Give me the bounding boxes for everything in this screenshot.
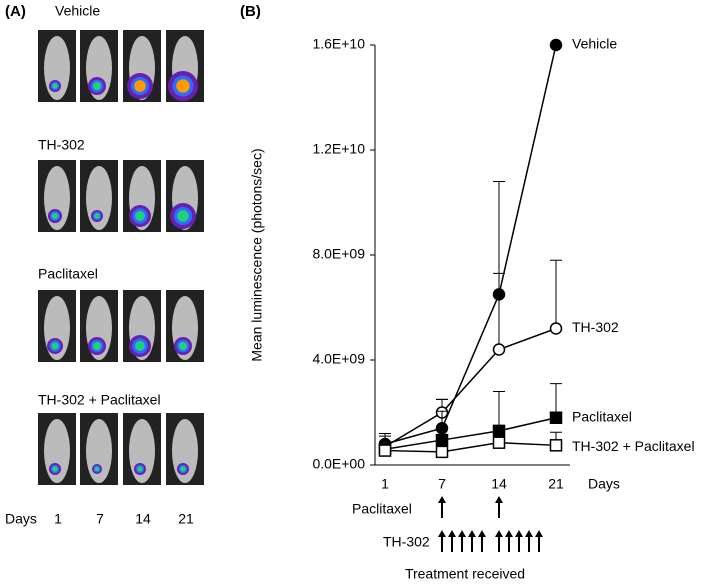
- day-label: 14: [135, 511, 151, 527]
- group-label: TH-302: [38, 137, 85, 153]
- error-bar: [493, 391, 505, 431]
- series-line: [384, 441, 557, 453]
- marker: [549, 411, 563, 424]
- x-tick-label: 1: [381, 476, 389, 492]
- signal: [92, 341, 102, 351]
- arrow-head: [458, 530, 466, 537]
- signal: [52, 83, 58, 89]
- series-label: TH-302: [572, 319, 619, 335]
- signal: [177, 210, 189, 222]
- x-tick-label: 21: [548, 476, 564, 492]
- series-label: TH-302 + Paclitaxel: [572, 438, 695, 454]
- signal: [176, 79, 190, 93]
- signal: [180, 466, 186, 472]
- marker: [435, 433, 449, 447]
- panel-label: (B): [240, 3, 261, 20]
- marker: [492, 343, 506, 356]
- signal: [134, 80, 146, 92]
- arrow-head: [495, 496, 503, 503]
- x-tick-label: 14: [491, 476, 507, 492]
- signal: [92, 81, 102, 91]
- treatment-label: Treatment received: [405, 566, 525, 582]
- signal: [178, 341, 188, 351]
- marker: [549, 439, 563, 452]
- panel-a: (A) Vehicle TH-302 Paclitaxel TH-302 + P…: [5, 3, 204, 527]
- signal: [52, 466, 58, 472]
- signal: [135, 211, 145, 221]
- x-tick-label: 7: [438, 476, 446, 492]
- signal: [137, 466, 143, 472]
- signal: [94, 466, 100, 472]
- arrow-head: [495, 530, 503, 537]
- day-label: 7: [96, 511, 104, 527]
- series-line: [384, 417, 557, 450]
- series-label: Vehicle: [572, 36, 617, 52]
- y-tick-label: 8.0E+09: [312, 246, 365, 262]
- arrow-head: [505, 530, 513, 537]
- group-label: Paclitaxel: [38, 266, 98, 282]
- y-tick-label: 1.2E+10: [312, 141, 365, 157]
- marker: [549, 38, 563, 52]
- marker: [492, 436, 506, 449]
- group-label: Vehicle: [55, 3, 100, 19]
- arrow-head: [515, 530, 523, 537]
- y-tick-label: 0.0E+00: [312, 456, 365, 472]
- arrow-head: [448, 530, 456, 537]
- arrow-head: [525, 530, 533, 537]
- series-label: Paclitaxel: [572, 408, 632, 424]
- signal: [94, 213, 100, 219]
- y-tick-label: 1.6E+10: [312, 36, 365, 52]
- group-label: TH-302 + Paclitaxel: [38, 392, 161, 408]
- series-line: [384, 327, 557, 448]
- day-label: 21: [178, 511, 194, 527]
- error-bar: [493, 272, 505, 350]
- marker: [435, 445, 449, 459]
- day-label: 1: [54, 511, 62, 527]
- arrow-head: [478, 530, 486, 537]
- mouse-images: [38, 30, 204, 485]
- signal: [135, 341, 145, 351]
- y-axis-label: Mean luminescence (photons/sec): [249, 148, 265, 361]
- treatment-row: TH-302: [383, 534, 430, 550]
- panel-label: (A): [5, 3, 26, 20]
- error-bar: [550, 259, 562, 329]
- panel-b: (B) Mean luminescence (photons/sec) Days…: [240, 3, 695, 582]
- arrow-head: [438, 530, 446, 537]
- days-label: Days: [5, 511, 37, 527]
- marker: [549, 322, 563, 335]
- marker: [378, 444, 392, 457]
- arrow-head: [468, 530, 476, 537]
- arrow-head: [535, 530, 543, 537]
- signal: [51, 342, 59, 350]
- y-tick-label: 4.0E+09: [312, 351, 365, 367]
- series-line: [384, 44, 557, 445]
- x-axis-label: Days: [588, 476, 620, 492]
- treatment-row: Paclitaxel: [352, 501, 412, 517]
- arrow-head: [438, 496, 446, 503]
- signal: [51, 212, 59, 220]
